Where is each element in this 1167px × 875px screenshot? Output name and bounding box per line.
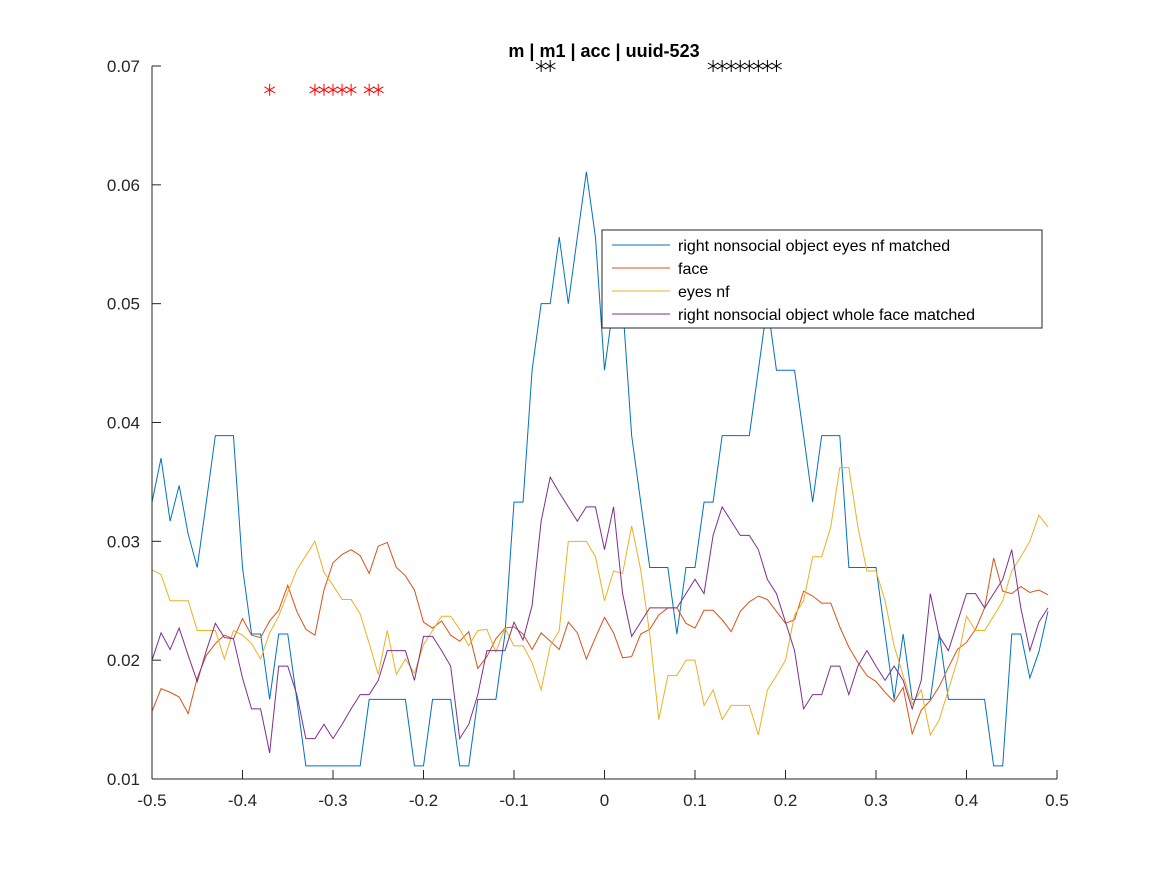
y-tick-label: 0.06 <box>107 176 140 195</box>
series-line-1 <box>151 171 1049 767</box>
significance-marker <box>327 83 339 96</box>
x-tick-label: 0.3 <box>864 791 888 810</box>
x-tick-label: -0.4 <box>228 791 257 810</box>
significance-marker <box>761 60 773 72</box>
y-tick-label: 0.01 <box>107 770 140 789</box>
legend: right nonsocial object eyes nf matched fa… <box>601 229 1043 329</box>
series-line-4 <box>151 475 1049 753</box>
legend-box <box>601 229 1043 329</box>
significance-marker <box>264 83 276 96</box>
x-tick-label: 0.2 <box>774 791 798 810</box>
chart-title: m | m1 | acc | uuid-523 <box>508 41 699 61</box>
y-tick-label: 0.04 <box>107 414 140 433</box>
x-tick-label: -0.1 <box>499 791 528 810</box>
x-tick-label: -0.2 <box>409 791 438 810</box>
significance-marker <box>535 60 547 72</box>
series-lines <box>151 171 1049 767</box>
significance-marker <box>752 60 764 72</box>
x-tick-label: 0.5 <box>1045 791 1069 810</box>
significance-marker <box>345 83 357 96</box>
y-tick-label: 0.02 <box>107 651 140 670</box>
y-tick-label: 0.05 <box>107 295 140 314</box>
significance-marker <box>716 60 728 72</box>
legend-label: right nonsocial object whole face matche… <box>678 307 975 324</box>
y-tick-label: 0.03 <box>107 532 140 551</box>
significance-marker <box>372 83 384 96</box>
significance-marker <box>544 60 556 72</box>
legend-label: eyes nf <box>678 284 730 301</box>
significance-marker <box>309 83 321 96</box>
x-tick-label: 0 <box>600 791 609 810</box>
significance-marker <box>318 83 330 96</box>
significance-marker <box>363 83 375 96</box>
significance-marker <box>743 60 755 72</box>
series-line-2 <box>151 541 1049 736</box>
axis-ticks: -0.5 -0.4 -0.3 -0.2 -0.1 0 0.1 0.2 0.3 0.4 0.5 0.01… <box>107 57 1069 810</box>
x-tick-label: -0.5 <box>137 791 166 810</box>
significance-marker <box>336 83 348 96</box>
series-line-3 <box>151 467 1049 737</box>
x-tick-label: 0.1 <box>683 791 707 810</box>
significance-marker <box>770 60 782 72</box>
significance-markers <box>264 60 782 96</box>
plot-area <box>152 66 1057 779</box>
x-tick-label: 0.4 <box>955 791 979 810</box>
significance-marker <box>725 60 737 72</box>
y-tick-label: 0.07 <box>107 57 140 76</box>
legend-label: right nonsocial object eyes nf matched <box>678 238 950 255</box>
legend-label: face <box>678 261 708 278</box>
significance-marker <box>734 60 746 72</box>
significance-marker <box>707 60 719 72</box>
x-tick-label: -0.3 <box>318 791 347 810</box>
